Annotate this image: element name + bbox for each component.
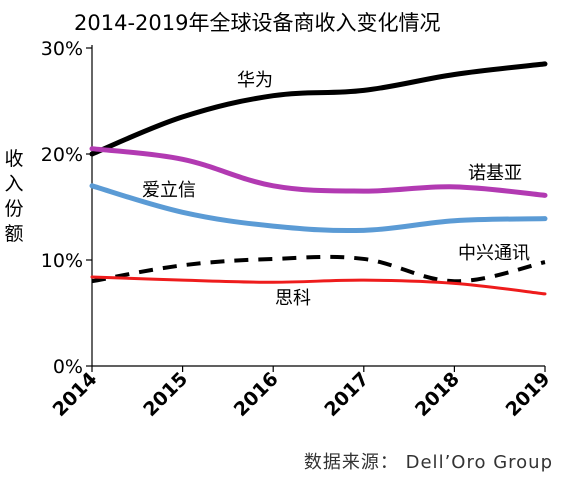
series-label: 中兴通讯 <box>458 243 530 264</box>
x-tick-label: 2017 <box>320 368 373 421</box>
series-label: 诺基亚 <box>468 163 522 184</box>
y-axis-label-char: 收 <box>4 148 23 170</box>
y-ticks: 0% 10% 20% 30% <box>41 38 92 378</box>
x-tick-label: 2019 <box>502 368 555 421</box>
series-line-0 <box>89 61 548 157</box>
series-label: 华为 <box>237 70 273 91</box>
y-axis-label-char: 入 <box>4 173 23 195</box>
y-tick-label: 30% <box>41 38 83 60</box>
chart-title: 2014-2019年全球设备商收入变化情况 <box>74 11 440 35</box>
chart-axes <box>91 45 545 367</box>
y-tick-label: 20% <box>41 144 83 166</box>
x-tick-label: 2015 <box>139 368 192 421</box>
series-line-2 <box>89 183 548 234</box>
series-line-4 <box>90 275 547 296</box>
series-line-1 <box>89 146 548 198</box>
source-note: 数据来源： Dell’Oro Group <box>304 452 553 473</box>
y-tick-label: 0% <box>53 356 83 378</box>
series-label: 爱立信 <box>142 180 196 201</box>
x-ticks: 2014 2015 2016 2017 2018 2019 <box>49 366 555 421</box>
series-line-3 <box>91 254 546 284</box>
y-axis-label-char: 额 <box>4 223 23 245</box>
y-tick-label: 10% <box>41 250 83 272</box>
series-label: 思科 <box>275 288 311 309</box>
x-tick-label: 2018 <box>411 368 464 421</box>
x-tick-label: 2016 <box>230 368 283 421</box>
series-lines <box>89 61 548 296</box>
y-axis-label-char: 份 <box>4 198 23 220</box>
